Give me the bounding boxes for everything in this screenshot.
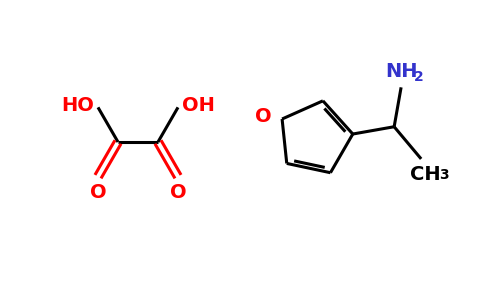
Text: 2: 2 — [414, 70, 424, 84]
Text: OH: OH — [182, 96, 215, 115]
Text: O: O — [90, 183, 106, 202]
Text: 3: 3 — [439, 168, 449, 182]
Text: CH: CH — [410, 165, 440, 184]
Text: O: O — [256, 107, 272, 127]
Text: HO: HO — [61, 96, 94, 115]
Text: O: O — [170, 183, 186, 202]
Text: NH: NH — [385, 62, 417, 81]
